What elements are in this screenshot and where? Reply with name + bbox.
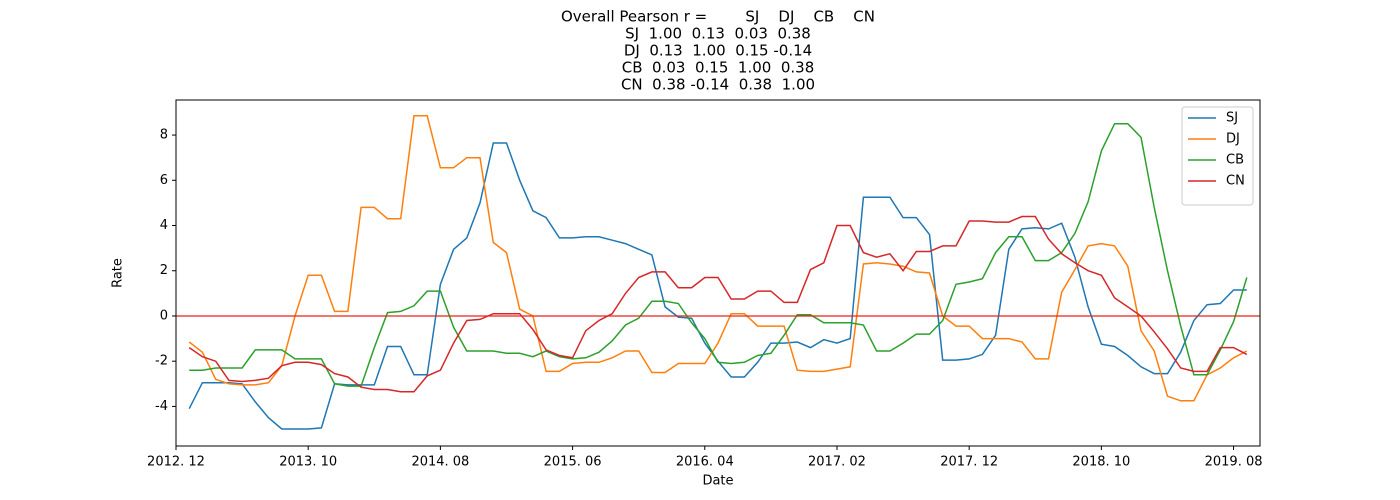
legend-label: CN — [1226, 174, 1245, 189]
x-tick-label: 2015. 06 — [544, 455, 602, 470]
legend-label: CB — [1226, 153, 1244, 168]
chart-title: DJ 0.13 1.00 0.15 -0.14 — [624, 42, 812, 60]
y-tick-label: -4 — [155, 399, 168, 414]
x-tick-label: 2013. 10 — [279, 455, 337, 470]
y-tick-label: 0 — [160, 308, 168, 323]
line-series — [188, 215, 1248, 393]
y-tick-label: 2 — [160, 263, 168, 278]
line-series — [188, 115, 1248, 402]
y-tick-label: 8 — [160, 128, 168, 143]
chart-title: SJ 1.00 0.13 0.03 0.38 — [625, 25, 811, 43]
legend-label: SJ — [1226, 111, 1238, 126]
legend-label: DJ — [1226, 132, 1240, 147]
x-axis-label: Date — [702, 474, 733, 489]
line-series — [189, 122, 1248, 387]
plot-frame — [175, 99, 1261, 447]
x-tick-label: 2017. 02 — [808, 455, 866, 470]
x-tick-label: 2014. 08 — [411, 455, 469, 470]
chart-title: CB 0.03 0.15 1.00 0.38 — [622, 59, 815, 77]
x-tick-label: 2019. 08 — [1205, 455, 1263, 470]
x-tick-label: 2012. 12 — [147, 455, 205, 470]
x-tick-label: 2016. 04 — [676, 455, 734, 470]
y-tick-label: 4 — [160, 218, 168, 233]
chart-title: CN 0.38 -0.14 0.38 1.00 — [621, 76, 815, 94]
y-axis-label: Rate — [111, 258, 126, 288]
y-tick-label: -2 — [155, 354, 168, 369]
chart-title: Overall Pearson r = SJ DJ CB CN — [561, 8, 875, 26]
x-tick-label: 2017. 12 — [940, 455, 998, 470]
x-tick-label: 2018. 10 — [1072, 455, 1130, 470]
y-tick-label: 6 — [160, 173, 168, 188]
